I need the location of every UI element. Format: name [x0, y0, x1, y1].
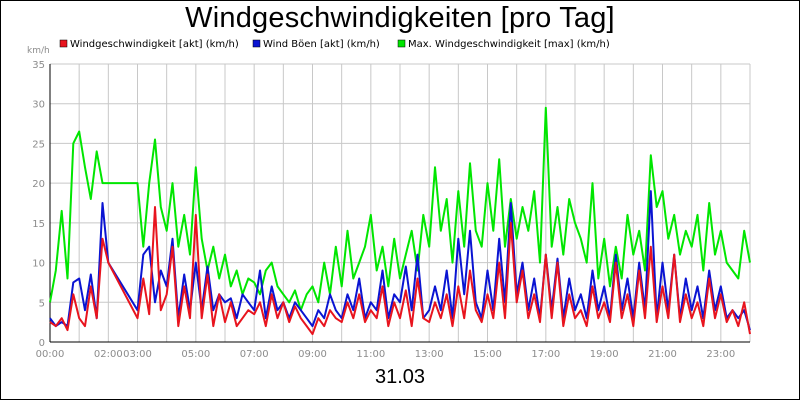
plot-area — [49, 106, 751, 336]
x-tick-label: 21:00 — [648, 349, 677, 360]
legend-entry: Wind Böen [akt] (km/h) — [252, 39, 380, 50]
x-tick-label: 02:00 — [94, 349, 123, 360]
y-axis-unit-label: km/h — [27, 46, 50, 56]
series-line-0 — [49, 206, 751, 336]
y-tick-label: 15 — [32, 219, 45, 230]
legend-swatch — [397, 39, 406, 48]
y-tick-label: 35 — [32, 60, 45, 71]
x-tick-label: 00:00 — [36, 349, 65, 360]
legend-label: Max. Windgeschwindigkeit [max] (km/h) — [408, 39, 610, 50]
legend-swatch — [59, 39, 68, 48]
legend-entry: Max. Windgeschwindigkeit [max] (km/h) — [397, 39, 610, 50]
y-tick-label: 10 — [32, 259, 45, 270]
chart-title: Windgeschwindigkeiten [pro Tag] — [185, 2, 615, 34]
y-tick-label: 5 — [39, 298, 45, 309]
y-tick-label: 30 — [32, 100, 45, 111]
x-tick-label: 11:00 — [356, 349, 385, 360]
x-tick-label: 15:00 — [473, 349, 502, 360]
legend-label: Wind Böen [akt] (km/h) — [263, 39, 380, 50]
x-tick-label: 23:00 — [706, 349, 735, 360]
x-tick-label: 19:00 — [590, 349, 619, 360]
grid — [49, 63, 751, 343]
x-axis-date-label: 31.03 — [374, 366, 426, 388]
x-tick-label: 07:00 — [240, 349, 269, 360]
y-tick-label: 25 — [32, 139, 45, 150]
x-tick-label: 03:00 — [123, 349, 152, 360]
x-tick-label: 05:00 — [181, 349, 210, 360]
y-tick-label: 20 — [32, 179, 45, 190]
legend-label: Windgeschwindigkeit [akt] (km/h) — [70, 39, 239, 50]
x-axis-ticks: 00:00 02:00 03:00 05:00 07:00 09:00 11:00 13:00… — [36, 349, 736, 360]
series-line-2 — [49, 106, 751, 312]
legend-entry: Windgeschwindigkeit [akt] (km/h) — [59, 39, 239, 50]
legend-swatch — [252, 39, 261, 48]
x-tick-label: 17:00 — [531, 349, 560, 360]
y-axis-ticks: 0 5 10 15 20 25 30 35 — [32, 60, 45, 349]
x-tick-label: 09:00 — [298, 349, 327, 360]
y-tick-label: 0 — [39, 338, 45, 349]
legend: Windgeschwindigkeit [akt] (km/h) Wind Böe… — [59, 39, 610, 50]
x-tick-label: 13:00 — [415, 349, 444, 360]
